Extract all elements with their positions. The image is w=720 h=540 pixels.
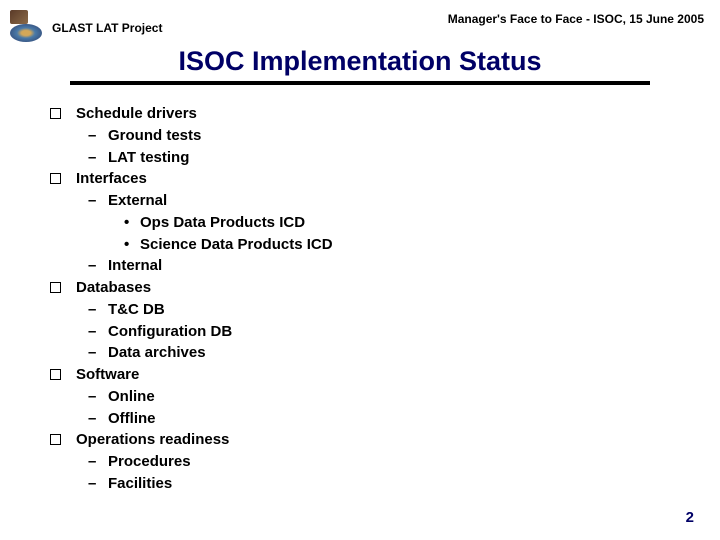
slide-body: Schedule driversGround testsLAT testingI… [0, 85, 720, 495]
outline-item: Databases [48, 277, 720, 299]
slide-header: GLAST LAT Project Manager's Face to Face… [0, 0, 720, 44]
title-section: ISOC Implementation Status [0, 46, 720, 85]
outline-item: Ground tests [48, 125, 720, 147]
outline-item: Internal [48, 255, 720, 277]
glast-logo-icon [8, 8, 44, 44]
outline-item: Online [48, 386, 720, 408]
outline-item: Offline [48, 408, 720, 430]
project-name: GLAST LAT Project [52, 17, 162, 35]
outline-item: LAT testing [48, 147, 720, 169]
outline-item: External [48, 190, 720, 212]
outline-item: Ops Data Products ICD [48, 212, 720, 234]
meeting-info: Manager's Face to Face - ISOC, 15 June 2… [448, 8, 704, 26]
outline-item: Schedule drivers [48, 103, 720, 125]
outline-item: T&C DB [48, 299, 720, 321]
header-left: GLAST LAT Project [8, 8, 162, 44]
outline-item: Science Data Products ICD [48, 234, 720, 256]
slide-title: ISOC Implementation Status [40, 46, 680, 81]
outline-item: Configuration DB [48, 321, 720, 343]
outline-item: Facilities [48, 473, 720, 495]
outline-item: Software [48, 364, 720, 386]
outline-item: Operations readiness [48, 429, 720, 451]
outline-item: Interfaces [48, 168, 720, 190]
page-number: 2 [686, 509, 694, 526]
outline-item: Procedures [48, 451, 720, 473]
outline-item: Data archives [48, 342, 720, 364]
